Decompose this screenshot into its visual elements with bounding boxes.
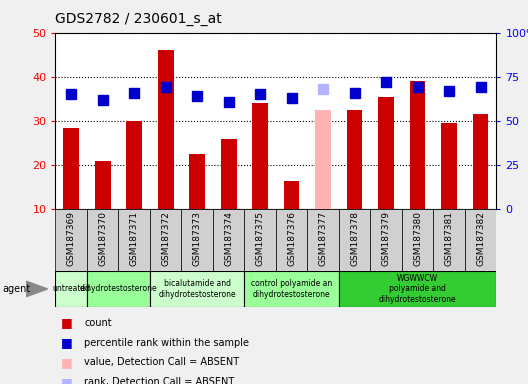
Text: GSM187369: GSM187369 xyxy=(67,211,76,266)
Bar xyxy=(244,271,339,307)
Bar xyxy=(370,209,402,271)
Text: GSM187371: GSM187371 xyxy=(130,211,139,266)
Text: GDS2782 / 230601_s_at: GDS2782 / 230601_s_at xyxy=(55,12,222,25)
Bar xyxy=(402,209,433,271)
Text: GSM187376: GSM187376 xyxy=(287,211,296,266)
Text: value, Detection Call = ABSENT: value, Detection Call = ABSENT xyxy=(84,358,240,367)
Bar xyxy=(126,121,142,253)
Bar xyxy=(221,139,237,253)
Bar xyxy=(189,154,205,253)
Bar xyxy=(339,209,370,271)
Bar xyxy=(55,209,87,271)
Text: WGWWCW
polyamide and
dihydrotestosterone: WGWWCW polyamide and dihydrotestosterone xyxy=(379,274,456,304)
Text: percentile rank within the sample: percentile rank within the sample xyxy=(84,338,249,348)
Text: dihydrotestosterone: dihydrotestosterone xyxy=(80,285,157,293)
Text: control polyamide an
dihydrotestosterone: control polyamide an dihydrotestosterone xyxy=(251,279,332,299)
Text: ■: ■ xyxy=(61,316,72,329)
Text: agent: agent xyxy=(3,284,31,294)
Text: GSM187382: GSM187382 xyxy=(476,211,485,266)
Bar xyxy=(55,271,87,307)
Bar xyxy=(158,50,174,253)
Bar xyxy=(87,271,150,307)
Text: bicalutamide and
dihydrotestosterone: bicalutamide and dihydrotestosterone xyxy=(158,279,236,299)
Bar xyxy=(307,209,339,271)
Bar xyxy=(441,123,457,253)
Text: untreated: untreated xyxy=(52,285,90,293)
Text: GSM187378: GSM187378 xyxy=(350,211,359,266)
Text: ■: ■ xyxy=(61,376,72,384)
Bar xyxy=(182,209,213,271)
Bar xyxy=(347,110,363,253)
Bar xyxy=(315,110,331,253)
Text: GSM187380: GSM187380 xyxy=(413,211,422,266)
Bar xyxy=(410,81,426,253)
Text: count: count xyxy=(84,318,112,328)
Bar xyxy=(433,209,465,271)
Bar xyxy=(339,271,496,307)
Text: GSM187379: GSM187379 xyxy=(382,211,391,266)
Text: GSM187370: GSM187370 xyxy=(98,211,107,266)
Text: GSM187373: GSM187373 xyxy=(193,211,202,266)
Bar xyxy=(378,97,394,253)
Bar xyxy=(252,103,268,253)
Text: GSM187372: GSM187372 xyxy=(161,211,170,266)
Bar xyxy=(150,209,182,271)
Text: ■: ■ xyxy=(61,336,72,349)
Text: GSM187374: GSM187374 xyxy=(224,211,233,266)
Bar xyxy=(95,161,110,253)
Bar xyxy=(63,127,79,253)
Bar xyxy=(118,209,150,271)
Bar xyxy=(284,180,299,253)
Bar xyxy=(276,209,307,271)
Text: rank, Detection Call = ABSENT: rank, Detection Call = ABSENT xyxy=(84,377,235,384)
Text: GSM187375: GSM187375 xyxy=(256,211,265,266)
Polygon shape xyxy=(26,281,48,296)
Text: ■: ■ xyxy=(61,356,72,369)
Bar xyxy=(150,271,244,307)
Bar xyxy=(473,114,488,253)
Bar xyxy=(87,209,118,271)
Text: GSM187381: GSM187381 xyxy=(445,211,454,266)
Text: GSM187377: GSM187377 xyxy=(318,211,327,266)
Bar xyxy=(465,209,496,271)
Bar xyxy=(244,209,276,271)
Bar xyxy=(213,209,244,271)
